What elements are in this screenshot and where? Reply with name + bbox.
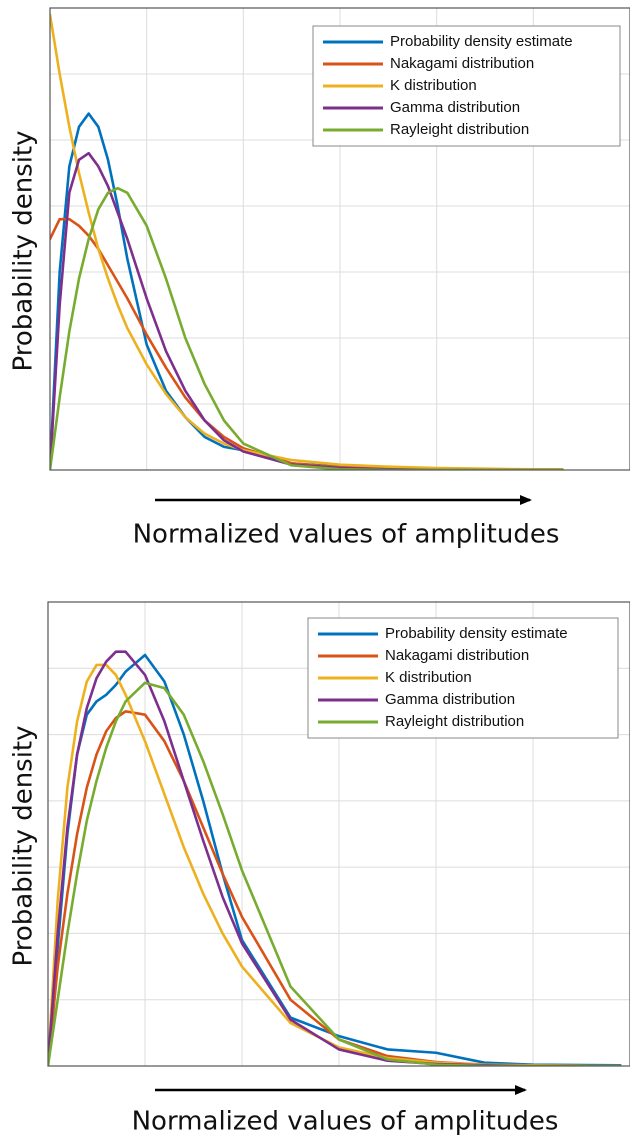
legend-label: Gamma distribution <box>385 691 515 708</box>
x-axis-label: Normalized values of amplitudes <box>133 520 560 550</box>
chart: Probability density estimate Nakagami dis… <box>9 601 630 1137</box>
plot-border <box>47 601 630 1067</box>
legend-label: Rayleight distribution <box>385 713 524 730</box>
data-line <box>48 710 622 1066</box>
y-axis-label: Probability density <box>9 725 39 966</box>
legend-label: Probability density estimate <box>390 33 573 50</box>
series-group <box>48 650 622 1066</box>
legend-label: K distribution <box>385 669 472 686</box>
legend-label: Gamma distribution <box>390 99 520 116</box>
data-line <box>48 681 622 1066</box>
legend-label: Nakagami distribution <box>390 55 534 72</box>
legend-label: Nakagami distribution <box>385 647 529 664</box>
data-line <box>50 13 564 470</box>
chart: Probability density estimate Nakagami dis… <box>9 7 630 550</box>
x-axis-label: Normalized values of amplitudes <box>132 1107 559 1137</box>
data-line <box>48 663 622 1066</box>
legend-label: Probability density estimate <box>385 625 568 642</box>
plot-border <box>49 7 630 471</box>
data-line <box>50 186 564 470</box>
legend-label: Rayleight distribution <box>390 121 529 138</box>
y-axis-label: Probability density <box>9 130 39 371</box>
legend-label: K distribution <box>390 77 477 94</box>
